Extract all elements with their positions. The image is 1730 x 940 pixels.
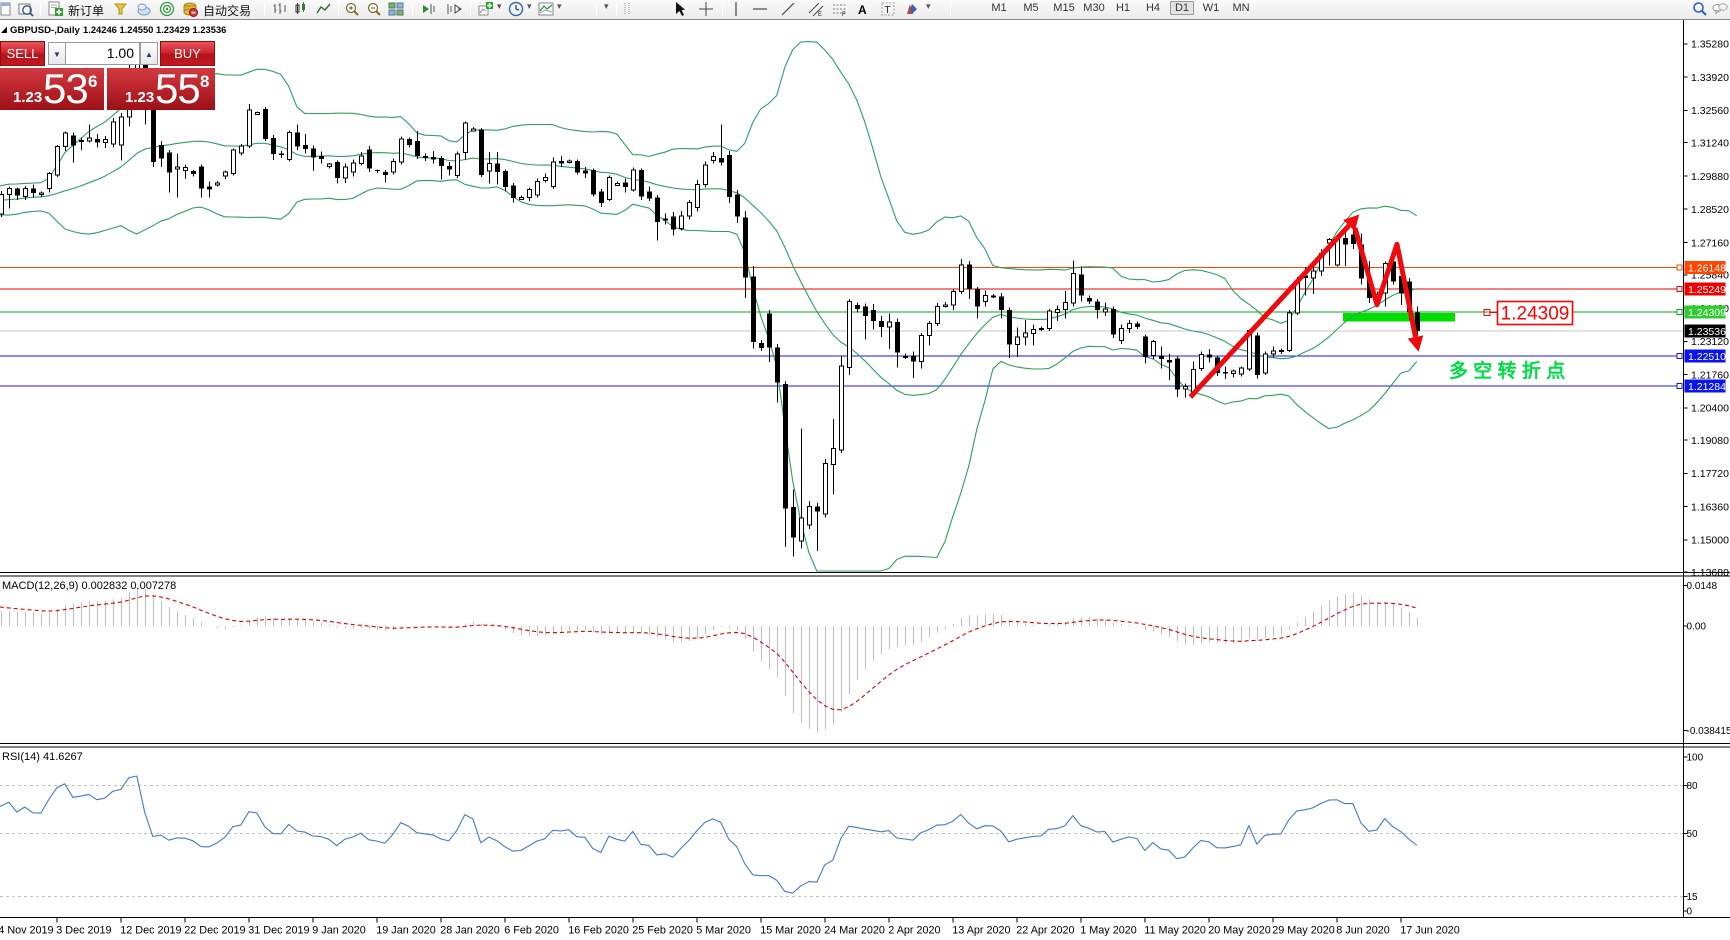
svg-text:6 Feb 2020: 6 Feb 2020 xyxy=(504,925,559,937)
svg-text:1.24309: 1.24309 xyxy=(1501,304,1570,325)
svg-text:1.31240: 1.31240 xyxy=(1691,138,1729,150)
svg-text:1.13680: 1.13680 xyxy=(1691,567,1729,579)
svg-text:15: 15 xyxy=(1687,892,1699,903)
svg-text:15 Mar 2020: 15 Mar 2020 xyxy=(760,925,821,937)
svg-text:3 Dec 2019: 3 Dec 2019 xyxy=(56,925,111,937)
svg-text:17 Jun 2020: 17 Jun 2020 xyxy=(1400,925,1459,937)
svg-text:1.23536: 1.23536 xyxy=(1688,326,1726,338)
svg-text:80: 80 xyxy=(1687,781,1699,792)
svg-text:0.0148: 0.0148 xyxy=(1687,581,1718,592)
svg-text:22 Dec 2019: 22 Dec 2019 xyxy=(184,925,245,937)
svg-text:24 Mar 2020: 24 Mar 2020 xyxy=(824,925,885,937)
svg-text:1.17720: 1.17720 xyxy=(1691,468,1729,480)
svg-text:1.16360: 1.16360 xyxy=(1691,501,1729,513)
svg-text:28 Jan 2020: 28 Jan 2020 xyxy=(440,925,499,937)
svg-text:T: T xyxy=(885,5,891,16)
svg-text:多 空 转 折 点: 多 空 转 折 点 xyxy=(1449,359,1565,382)
svg-text:1.19080: 1.19080 xyxy=(1691,435,1729,447)
svg-text:1 May 2020: 1 May 2020 xyxy=(1080,925,1136,937)
svg-text:29 May 2020: 29 May 2020 xyxy=(1272,925,1334,937)
svg-text:2 Apr 2020: 2 Apr 2020 xyxy=(888,925,940,937)
svg-text:1.22510: 1.22510 xyxy=(1688,351,1726,363)
svg-text:1.29880: 1.29880 xyxy=(1691,171,1729,183)
svg-text:1.21760: 1.21760 xyxy=(1691,369,1729,381)
svg-text:1.32560: 1.32560 xyxy=(1691,105,1729,117)
svg-text:MACD(12,26,9) 0.002832 0.00727: MACD(12,26,9) 0.002832 0.007278 xyxy=(2,580,176,592)
svg-text:24 Nov 2019: 24 Nov 2019 xyxy=(0,925,54,937)
svg-text:1.25249: 1.25249 xyxy=(1688,284,1726,296)
svg-text:1.24246 1.24550 1.23429 1.2353: 1.24246 1.24550 1.23429 1.23536 xyxy=(83,24,226,35)
svg-text:1.33920: 1.33920 xyxy=(1691,72,1729,84)
svg-text:100: 100 xyxy=(1687,753,1704,764)
svg-text:9 Jan 2020: 9 Jan 2020 xyxy=(312,925,365,937)
svg-text:31 Dec 2019: 31 Dec 2019 xyxy=(248,925,309,937)
svg-text:0.00: 0.00 xyxy=(1687,622,1707,633)
svg-text:1.24309: 1.24309 xyxy=(1688,307,1726,319)
svg-text:1.26148: 1.26148 xyxy=(1688,262,1726,274)
svg-text:GBPUSD-,Daily: GBPUSD-,Daily xyxy=(10,25,81,36)
svg-text:50: 50 xyxy=(1687,829,1699,840)
svg-text:1.21284: 1.21284 xyxy=(1688,381,1726,393)
svg-text:0: 0 xyxy=(1687,907,1693,918)
svg-text:12 Dec 2019: 12 Dec 2019 xyxy=(120,925,181,937)
svg-text:-0.038415: -0.038415 xyxy=(1687,726,1730,737)
svg-text:11 May 2020: 11 May 2020 xyxy=(1144,925,1206,937)
svg-text:16 Feb 2020: 16 Feb 2020 xyxy=(568,925,629,937)
svg-text:5 Mar 2020: 5 Mar 2020 xyxy=(696,925,751,937)
svg-text:1.23120: 1.23120 xyxy=(1691,336,1729,348)
svg-text:E: E xyxy=(818,12,822,17)
svg-text:25 Feb 2020: 25 Feb 2020 xyxy=(632,925,693,937)
svg-text:13 Apr 2020: 13 Apr 2020 xyxy=(952,925,1010,937)
svg-text:1.15000: 1.15000 xyxy=(1691,535,1729,547)
svg-text:20 May 2020: 20 May 2020 xyxy=(1208,925,1270,937)
svg-text:22 Apr 2020: 22 Apr 2020 xyxy=(1016,925,1074,937)
svg-text:F: F xyxy=(842,12,846,17)
svg-text:19 Jan 2020: 19 Jan 2020 xyxy=(376,925,435,937)
svg-text:RSI(14) 41.6267: RSI(14) 41.6267 xyxy=(2,751,83,763)
svg-text:1.27160: 1.27160 xyxy=(1691,237,1729,249)
svg-text:1.20400: 1.20400 xyxy=(1691,403,1729,415)
svg-text:8 Jun 2020: 8 Jun 2020 xyxy=(1336,925,1389,937)
svg-text:1.35280: 1.35280 xyxy=(1691,39,1729,51)
svg-text:1.28520: 1.28520 xyxy=(1691,204,1729,216)
